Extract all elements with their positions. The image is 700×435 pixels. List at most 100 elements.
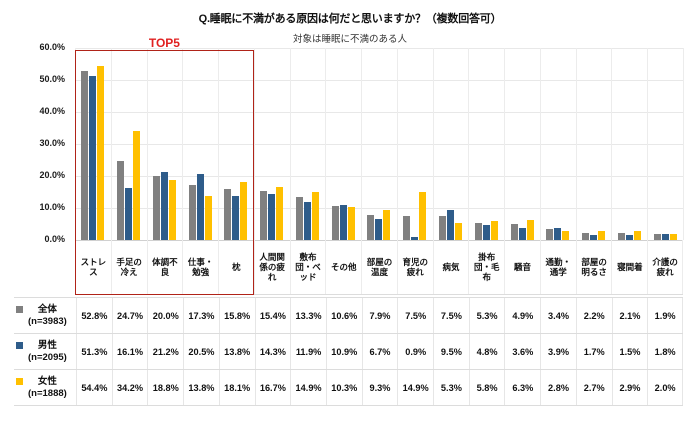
bar-男性-寝間着 — [625, 235, 633, 240]
category-label-12: 騒音 — [504, 240, 540, 294]
gridline-10 — [75, 208, 683, 209]
legend-swatch-icon — [16, 306, 23, 313]
bar-女性-手足の冷え — [133, 130, 141, 240]
bar-女性-枕 — [240, 182, 248, 240]
column-separator — [361, 48, 363, 240]
legend-entry-女性: 女性 (n=1888) — [14, 370, 76, 405]
bar-group — [397, 48, 433, 240]
table-cell: 1.5% — [611, 334, 648, 369]
bar-全体-病気 — [439, 216, 447, 240]
chart-subtitle: 対象は睡眠に不満のある人 — [292, 34, 407, 45]
bar-男性-仕事・勉強 — [196, 174, 204, 240]
column-separator — [396, 48, 398, 240]
bar-group — [147, 48, 183, 240]
series-sample-size: (n=1888) — [28, 387, 67, 399]
table-cell: 5.8% — [468, 370, 505, 405]
table-cell: 13.3% — [290, 298, 326, 333]
y-tick-30: 30.0% — [39, 138, 65, 148]
column-separator — [611, 48, 613, 240]
bar-全体-枕 — [224, 189, 232, 240]
category-label-1: 手足の冷え — [110, 240, 147, 294]
table-cell: 51.3% — [76, 334, 112, 369]
table-cell: 13.8% — [218, 334, 255, 369]
y-tick-50: 50.0% — [39, 74, 65, 84]
bar-男性-騒音 — [518, 228, 526, 240]
bar-男性-敷布団・ベッド — [303, 201, 311, 240]
table-cell: 16.1% — [111, 334, 148, 369]
table-cell: 7.5% — [433, 298, 469, 333]
bar-group — [111, 48, 147, 240]
bar-女性-体調不良 — [168, 179, 176, 240]
bar-全体-騒音 — [510, 224, 518, 240]
category-label-7: その他 — [325, 240, 361, 294]
x-axis-category-labels: ストレス 手足の冷え 体調不良 仕事・勉強枕人間関係の疲れ 敷布団・ベッド その他 部屋の温… — [75, 240, 683, 295]
table-cell: 10.9% — [325, 334, 362, 369]
bar-group — [504, 48, 540, 240]
category-label-10: 病気 — [432, 240, 469, 294]
bar-男性-部屋の温度 — [375, 218, 383, 240]
column-separator — [504, 48, 506, 240]
category-label-5: 人間関係の疲れ — [253, 240, 290, 294]
y-tick-60: 60.0% — [39, 42, 65, 52]
bar-男性-体調不良 — [160, 172, 168, 240]
bar-全体-仕事・勉強 — [188, 184, 196, 240]
table-cell: 3.9% — [540, 334, 576, 369]
bar-group — [647, 48, 683, 240]
table-cell: 18.1% — [218, 370, 255, 405]
bar-女性-病気 — [455, 223, 463, 240]
table-cell: 5.3% — [468, 298, 505, 333]
table-cell: 9.5% — [433, 334, 469, 369]
column-separator — [575, 48, 577, 240]
top5-annotation-label: TOP5 — [148, 36, 180, 50]
table-cell: 2.9% — [611, 370, 648, 405]
table-cell: 34.2% — [111, 370, 148, 405]
bar-group — [75, 48, 111, 240]
y-tick-20: 20.0% — [39, 170, 65, 180]
table-cell: 13.8% — [183, 370, 219, 405]
table-cell: 20.0% — [147, 298, 183, 333]
bar-全体-掛布団・毛布 — [474, 223, 482, 240]
bar-男性-その他 — [339, 205, 347, 240]
column-separator — [539, 48, 541, 240]
bar-女性-部屋の温度 — [383, 210, 391, 240]
table-cell: 3.6% — [504, 334, 540, 369]
series-sample-size: (n=2095) — [28, 351, 67, 363]
category-label-13: 通勤・通学 — [539, 240, 576, 294]
bar-全体-手足の冷え — [117, 160, 125, 240]
bar-全体-部屋の明るさ — [582, 232, 590, 240]
bar-group — [254, 48, 290, 240]
y-tick-0: 0.0% — [44, 234, 65, 244]
legend-swatch-icon — [16, 342, 23, 349]
bar-全体-体調不良 — [152, 176, 160, 240]
table-cell: 2.0% — [647, 370, 683, 405]
bar-男性-枕 — [232, 195, 240, 240]
bar-group — [576, 48, 612, 240]
column-separator — [110, 48, 112, 240]
category-label-2: 体調不良 — [146, 240, 183, 294]
column-separator — [683, 48, 684, 240]
bar-女性-掛布団・毛布 — [490, 221, 498, 240]
legend-entry-全体: 全体 (n=3983) — [14, 298, 76, 333]
bar-男性-掛布団・毛布 — [482, 224, 490, 240]
bar-男性-通勤・通学 — [554, 227, 562, 240]
table-row: 女性 (n=1888) 54.4% 34.2% 18.8% 13.8% 18.1% 16.7%… — [14, 370, 683, 406]
gridline-30 — [75, 144, 683, 145]
table-cell: 1.7% — [575, 334, 612, 369]
table-cell: 14.3% — [254, 334, 291, 369]
table-cell: 0.9% — [397, 334, 433, 369]
bar-男性-人間関係の疲れ — [268, 194, 276, 240]
column-separator — [253, 48, 255, 240]
bar-女性-通勤・通学 — [562, 231, 570, 240]
category-label-0: ストレス — [75, 240, 111, 294]
bar-group — [540, 48, 576, 240]
category-label-3: 仕事・勉強 — [182, 240, 218, 294]
bar-全体-敷布団・ベッド — [295, 197, 303, 240]
table-cell: 14.9% — [290, 370, 326, 405]
bar-女性-寝間着 — [633, 230, 641, 240]
y-tick-40: 40.0% — [39, 106, 65, 116]
table-cell: 52.8% — [76, 298, 112, 333]
bar-全体-ストレス — [81, 71, 89, 240]
bar-女性-その他 — [347, 207, 355, 240]
bar-女性-育児の疲れ — [419, 192, 427, 240]
table-cell: 4.8% — [468, 334, 505, 369]
